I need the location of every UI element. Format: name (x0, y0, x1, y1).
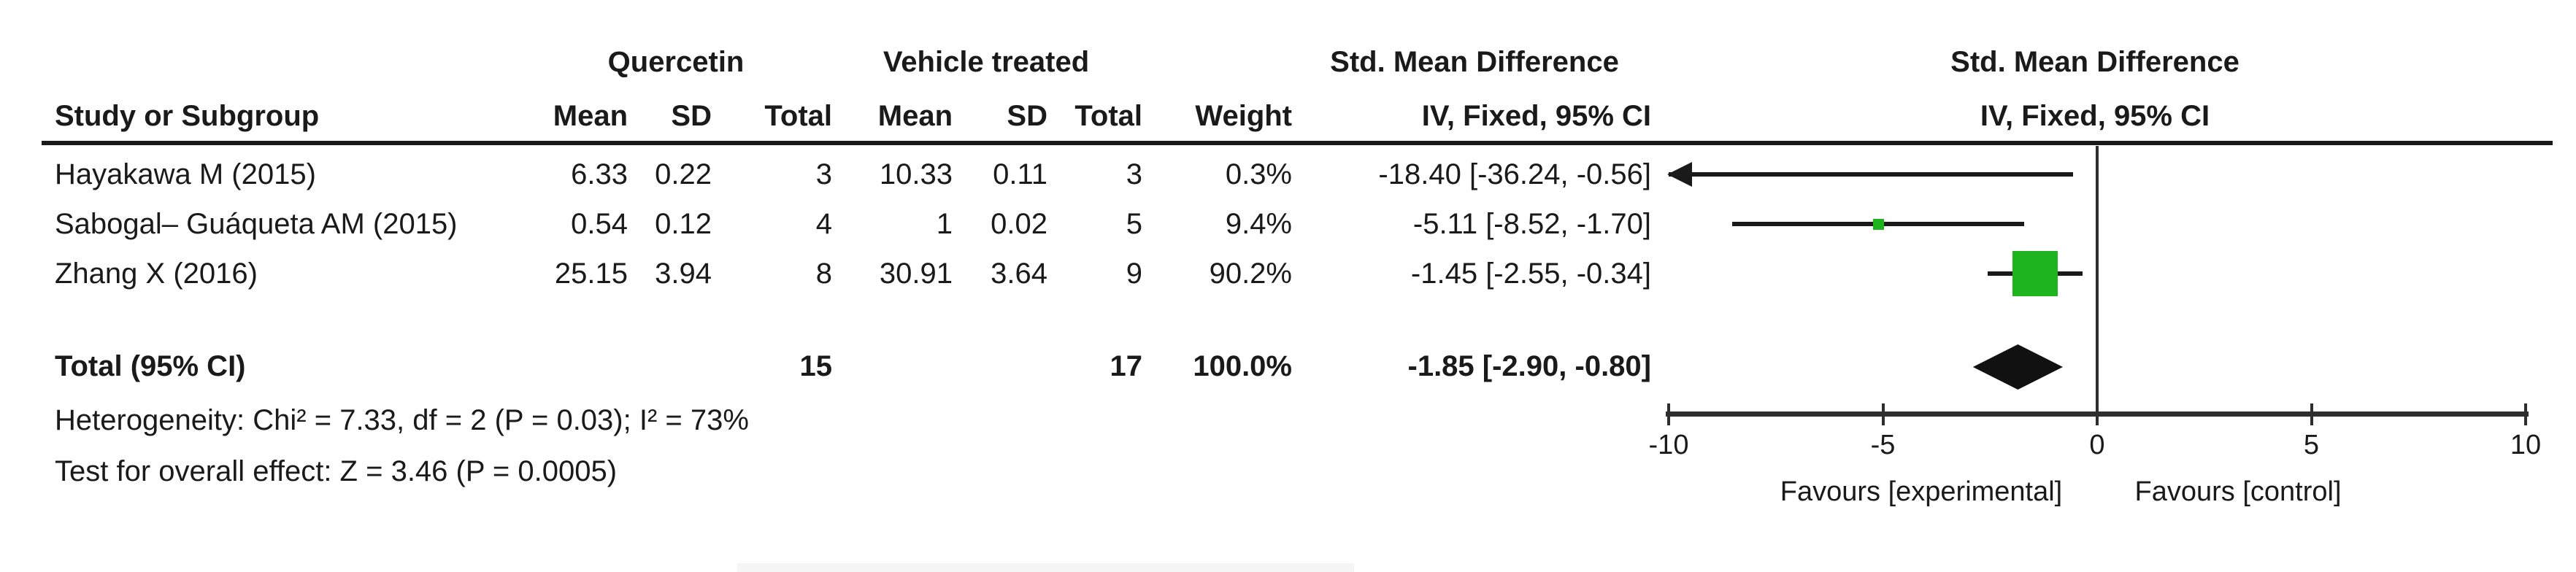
col-header-q-mean: Mean (553, 100, 628, 132)
q-total: 3 (815, 158, 832, 190)
v-total: 9 (1126, 258, 1142, 290)
study-weight-marker (2012, 251, 2058, 296)
axis-tick-label: -10 (1648, 430, 1689, 460)
q-mean: 6.33 (571, 158, 628, 190)
axis-tick (2310, 403, 2313, 425)
favours-experimental-label: Favours [experimental] (1780, 476, 2063, 507)
col-header-q-sd: SD (671, 100, 712, 132)
group1-header: Quercetin (607, 46, 745, 78)
q-sd: 0.22 (655, 158, 712, 190)
header-divider-line (42, 141, 2553, 145)
axis-tick (2524, 403, 2527, 425)
weight: 90.2% (1209, 258, 1292, 290)
bottom-scroll-bar (737, 563, 1354, 572)
smd-ci-text: -1.45 [-2.55, -0.34] (1410, 258, 1651, 290)
v-sd: 3.64 (991, 258, 1047, 290)
plot-header-line1: Std. Mean Difference (1950, 46, 2239, 78)
study-name: Hayakawa M (2015) (55, 158, 316, 190)
axis-tick-label: 0 (2089, 430, 2105, 460)
col-header-study: Study or Subgroup (55, 100, 320, 132)
axis-tick (1667, 403, 1670, 425)
v-mean: 1 (936, 208, 953, 240)
group2-header: Vehicle treated (883, 46, 1090, 78)
q-mean: 0.54 (571, 208, 628, 240)
col-header-v-mean: Mean (877, 100, 953, 132)
study-weight-marker (1872, 218, 1884, 230)
total-v-n: 17 (1110, 350, 1143, 382)
ci-arrow-left (1667, 162, 1692, 187)
weight: 9.4% (1225, 208, 1292, 240)
axis-tick (2096, 403, 2099, 425)
col-header-q-total: Total (764, 100, 832, 132)
axis-tick (1881, 403, 1885, 425)
axis-tick-label: 5 (2303, 430, 2320, 460)
plot-header-line2: IV, Fixed, 95% CI (1980, 100, 2210, 132)
v-total: 5 (1126, 208, 1142, 240)
total-label: Total (95% CI) (55, 350, 246, 382)
total-ci-text: -1.85 [-2.90, -0.80] (1407, 350, 1652, 382)
q-sd: 0.12 (655, 208, 712, 240)
total-diamond (1972, 344, 2064, 390)
q-sd: 3.94 (655, 258, 712, 290)
v-total: 3 (1126, 158, 1142, 190)
heterogeneity-text: Heterogeneity: Chi² = 7.33, df = 2 (P = … (55, 404, 749, 436)
q-total: 4 (815, 208, 832, 240)
zero-reference-line (2096, 146, 2099, 414)
smd-ci-text: -5.11 [-8.52, -1.70] (1412, 208, 1651, 240)
axis-tick-label: 10 (2510, 430, 2542, 460)
overall-effect-text: Test for overall effect: Z = 3.46 (P = 0… (55, 455, 618, 487)
v-sd: 0.11 (993, 158, 1047, 190)
col-header-weight: Weight (1195, 100, 1292, 132)
col-header-v-total: Total (1074, 100, 1142, 132)
q-mean: 25.15 (554, 258, 628, 290)
v-mean: 10.33 (879, 158, 953, 190)
col-header-ci: IV, Fixed, 95% CI (1421, 100, 1651, 132)
smd-ci-text: -18.40 [-36.24, -0.56] (1378, 158, 1651, 190)
axis-tick-label: -5 (1870, 430, 1896, 460)
total-q-n: 15 (799, 350, 833, 382)
study-name: Zhang X (2016) (55, 258, 258, 290)
col-header-v-sd: SD (1007, 100, 1047, 132)
v-mean: 30.91 (879, 258, 953, 290)
v-sd: 0.02 (991, 208, 1047, 240)
q-total: 8 (815, 258, 832, 290)
total-weight: 100.0% (1193, 350, 1292, 382)
smd-column-header: Std. Mean Difference (1330, 46, 1619, 78)
ci-line (1669, 172, 2074, 177)
weight: 0.3% (1225, 158, 1292, 190)
favours-control-label: Favours [control] (2134, 476, 2342, 507)
study-name: Sabogal– Guáqueta AM (2015) (55, 208, 458, 240)
